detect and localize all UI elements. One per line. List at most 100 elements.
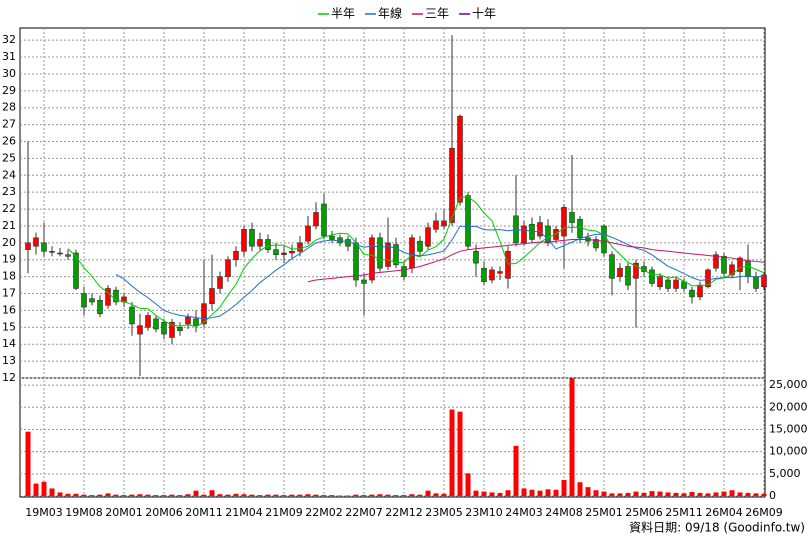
volume-bar [393, 495, 399, 496]
candle-body [145, 315, 151, 328]
volume-bar [81, 494, 87, 496]
volume-bar [633, 491, 639, 496]
candle-body [161, 321, 167, 335]
volume-bar [225, 494, 231, 496]
volume-bar [33, 483, 39, 496]
candle-body [177, 327, 183, 331]
candle-body [497, 271, 503, 274]
candle-body [425, 227, 431, 247]
y-tick-label: 14 [2, 337, 16, 350]
volume-bar [449, 409, 455, 496]
x-tick-label: 22M07 [345, 506, 383, 519]
candle-body [297, 242, 303, 252]
candle-body [361, 279, 367, 284]
volume-bar [617, 493, 623, 496]
volume-bar [705, 493, 711, 496]
x-tick-label: 19M03 [25, 506, 63, 519]
y2-tick-label: 0 [769, 489, 776, 502]
candle-body [225, 259, 231, 277]
volume-bar [729, 490, 735, 496]
volume-bar [457, 411, 463, 496]
volume-bar [553, 489, 559, 496]
candle-body [137, 325, 143, 335]
volume-bar [249, 494, 255, 496]
volume-bar [281, 495, 287, 496]
candle-body [33, 237, 39, 247]
candle-body [377, 237, 383, 269]
candle-body [89, 298, 95, 303]
candle-body [657, 276, 663, 288]
candle-body [465, 195, 471, 247]
x-tick-label: 22M02 [305, 506, 343, 519]
volume-bar [105, 493, 111, 496]
volume-bar [593, 490, 599, 496]
candle-body [153, 318, 159, 330]
volume-bar [209, 490, 215, 496]
volume-bar [369, 494, 375, 496]
candle-body [217, 276, 223, 289]
candle-body [761, 274, 767, 288]
legend-label: 年線 [378, 6, 402, 21]
candle-body [593, 239, 599, 249]
volume-bar [697, 492, 703, 496]
y-tick-label: 17 [2, 287, 16, 300]
y2-tick-label: 15,000 [769, 422, 808, 435]
x-tick-label: 23M05 [425, 506, 463, 519]
plot-frame [19, 27, 766, 498]
y-tick-label: 16 [2, 303, 16, 316]
candle-body [617, 267, 623, 277]
volume-bar [753, 493, 759, 496]
candle-body [25, 242, 31, 250]
candle-body [313, 212, 319, 227]
volume-bar [185, 494, 191, 496]
volume-bar [713, 492, 719, 496]
candle-body [705, 269, 711, 288]
volume-bar [177, 495, 183, 496]
volume-bar [257, 495, 263, 496]
volume-bar [321, 495, 327, 496]
candle-body [633, 262, 639, 279]
volume-bar [473, 490, 479, 496]
candle-body [753, 276, 759, 289]
volume-bar [545, 489, 551, 496]
volume-bar [361, 495, 367, 496]
candle-body [369, 237, 375, 281]
volume-bar [233, 493, 239, 496]
source-note: 資料日期: 09/18 (Goodinfo.tw) [629, 521, 805, 535]
y-tick-label: 20 [2, 236, 16, 249]
candle-body [649, 269, 655, 284]
volume-bar [681, 493, 687, 496]
volume-bar [649, 491, 655, 496]
legend-label: 十年 [472, 7, 496, 21]
volume-bar [201, 494, 207, 496]
candle-body [193, 318, 199, 326]
candle-body [321, 203, 327, 237]
candle-body [385, 242, 391, 267]
x-tick-label: 19M08 [65, 506, 103, 519]
candle-body [353, 242, 359, 281]
volume-bar [601, 491, 607, 496]
candle-body [393, 244, 399, 266]
x-tick-label: 25M01 [585, 506, 623, 519]
candle-body [265, 239, 271, 250]
volume-bar [273, 494, 279, 496]
y-tick-label: 26 [2, 134, 16, 147]
y2-tick-label: 25,000 [769, 378, 808, 391]
volume-bar [537, 490, 543, 496]
legend-label: 三年 [425, 7, 449, 21]
candle-body [417, 240, 423, 252]
x-tick-label: 20M06 [145, 506, 183, 519]
volume-bar [625, 492, 631, 496]
candle-body [49, 251, 55, 253]
volume-bar [41, 481, 47, 496]
volume-bar [385, 494, 391, 496]
candle-body [457, 115, 463, 203]
volume-bar [313, 494, 319, 496]
y-tick-label: 21 [2, 219, 16, 232]
volume-bar [329, 495, 335, 496]
y-tick-label: 12 [2, 371, 16, 384]
candle-body [481, 267, 487, 283]
x-tick-label: 21M04 [225, 506, 263, 519]
volume-bar [153, 495, 159, 496]
